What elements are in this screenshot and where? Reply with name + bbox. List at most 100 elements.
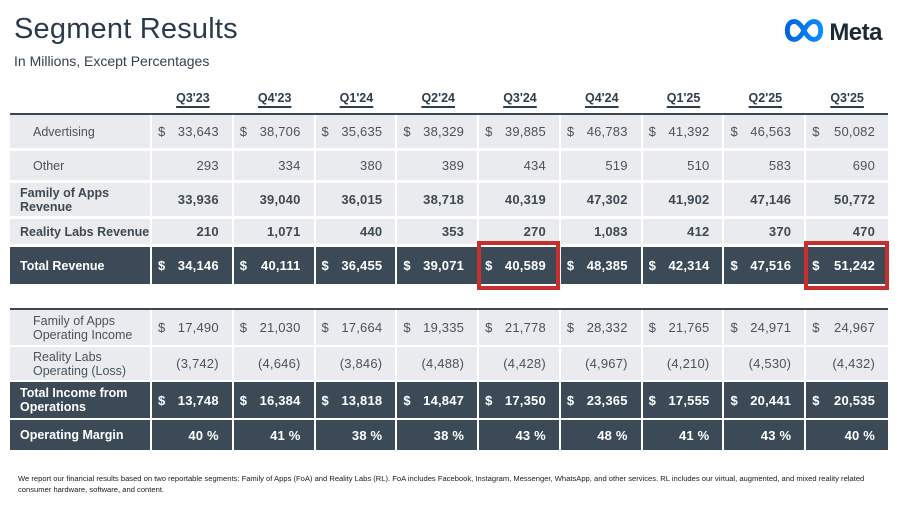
cell-value: 17,555: [668, 392, 710, 408]
cell-value: 40 %: [188, 427, 219, 443]
cell-value: 46,563: [750, 124, 792, 139]
cell-value: 690: [852, 158, 875, 173]
column-header: Q1'25: [666, 91, 701, 105]
table-cell: 519: [560, 151, 643, 180]
cell-value: 210: [196, 224, 219, 239]
table-cell: 380: [315, 151, 398, 180]
cell-value: 38 %: [433, 427, 465, 443]
cell-value: 412: [687, 224, 710, 239]
cell-value: 51,242: [834, 258, 875, 273]
cell-value: 40 %: [844, 427, 875, 443]
table-cell: (4,967): [560, 347, 643, 380]
cell-value: 270: [523, 224, 546, 239]
table-cell: $13,748: [152, 382, 234, 418]
cell-value: 36,015: [341, 192, 383, 207]
cell-value: 24,967: [834, 320, 875, 335]
cell-value: 46,783: [586, 124, 628, 139]
table-cell: $34,146: [152, 247, 234, 284]
table-cell: 38,718: [397, 183, 480, 216]
table-cell: $38,329: [397, 115, 480, 148]
table-cell: $38,706: [233, 115, 316, 148]
column-header: Q3'23: [176, 91, 210, 105]
table-cell: 38 %: [397, 420, 480, 450]
table-cell: $24,971: [724, 310, 807, 345]
cell-value: 39,040: [259, 192, 301, 207]
dollar-sign: $: [321, 392, 329, 408]
column-header: Q3'24: [503, 91, 537, 105]
meta-wordmark: Meta: [829, 19, 882, 46]
column-header: Q4'23: [257, 91, 292, 105]
dollar-sign: $: [158, 392, 166, 408]
table-cell: (3,846): [315, 347, 398, 380]
table-cell: 50,772: [806, 183, 888, 216]
table-cell: 41 %: [642, 420, 725, 450]
cell-value: 1,083: [594, 224, 628, 239]
meta-logo: Meta: [784, 18, 882, 48]
column-header: Q3'25: [830, 91, 864, 105]
dollar-sign: $: [158, 320, 166, 335]
dollar-sign: $: [812, 124, 820, 139]
table-cell: $47,516: [724, 247, 807, 284]
table-cell: (4,428): [479, 347, 561, 380]
revenue-table: Advertising $33,643 $38,706 $35,635 $38,329 $…: [10, 113, 889, 290]
table-cell: 353: [397, 219, 480, 244]
cell-value: 583: [768, 158, 792, 173]
table-cell: $42,314: [642, 247, 725, 284]
table-cell: 43 %: [724, 420, 807, 450]
cell-value: 440: [360, 224, 383, 239]
dollar-sign: $: [812, 392, 820, 408]
cell-value: 23,365: [586, 392, 628, 408]
cell-value: 34,146: [177, 258, 219, 273]
table-cell: 40 %: [152, 420, 234, 450]
table-cell: 41,902: [642, 183, 725, 216]
table-row: Total Income from Operations $13,748 $16,3…: [10, 382, 888, 418]
dollar-sign: $: [158, 258, 166, 273]
table-cell: 293: [152, 151, 234, 180]
cell-value: 35,635: [341, 124, 383, 139]
table-cell: 434: [479, 151, 561, 180]
table-cell: (4,646): [233, 347, 316, 380]
table-cell: 47,302: [560, 183, 643, 216]
row-label: Family of Apps Revenue: [10, 183, 152, 216]
cell-value: 41,392: [668, 124, 710, 139]
table-row: Operating Margin 40 % 41 % 38 % 38 % 43 % 48 %…: [10, 420, 888, 450]
table-cell: $16,384: [233, 382, 316, 418]
cell-value: 43 %: [760, 427, 792, 443]
table-cell: $17,490: [152, 310, 234, 345]
dollar-sign: $: [566, 320, 575, 335]
table-row: Family of Apps Operating Income $17,490 $2…: [10, 310, 888, 345]
row-label: Family of Apps Operating Income: [10, 310, 152, 345]
table-cell: $13,818: [315, 382, 398, 418]
cell-value: 41,902: [668, 192, 710, 207]
top-bar: Segment Results In Millions, Except Perc…: [0, 0, 898, 70]
cell-value: 41 %: [270, 427, 301, 443]
table-cell: $20,441: [724, 382, 807, 418]
cell-value: 33,643: [177, 124, 219, 139]
cell-value: (4,428): [503, 356, 546, 371]
page-title: Segment Results: [14, 13, 238, 45]
table-cell: 40 %: [806, 420, 888, 450]
cell-value: (3,742): [176, 356, 219, 371]
table-cell: 48 %: [560, 420, 643, 450]
quarter-header-row: Q3'23 Q4'23 Q1'24 Q2'24 Q3'24 Q4'24 Q1'25 Q2'25…: [10, 86, 888, 106]
dollar-sign: $: [403, 320, 411, 335]
table-cell: 470: [806, 219, 888, 244]
table-cell: $14,847: [397, 382, 480, 418]
table-cell: 510: [642, 151, 725, 180]
table-cell: $39,071: [397, 247, 480, 284]
cell-value: 353: [441, 224, 465, 239]
dollar-sign: $: [566, 258, 575, 273]
cell-value: 36,455: [341, 258, 383, 273]
table-row: Family of Apps Revenue 33,936 39,040 36,015…: [10, 183, 888, 216]
table-cell: 40,319: [479, 183, 561, 216]
table-cell: $40,589: [477, 241, 561, 290]
table-row: Reality Labs Revenue 210 1,071 440 353 270 1,0…: [10, 219, 888, 244]
cell-value: (4,432): [832, 356, 875, 371]
cell-value: 50,082: [834, 124, 875, 139]
cell-value: 380: [360, 158, 383, 173]
table-cell: $51,242: [804, 241, 889, 290]
table-cell: 39,040: [233, 183, 316, 216]
cell-value: 39,071: [423, 258, 465, 273]
table-cell: $19,335: [397, 310, 480, 345]
table-cell: $48,385: [560, 247, 643, 284]
